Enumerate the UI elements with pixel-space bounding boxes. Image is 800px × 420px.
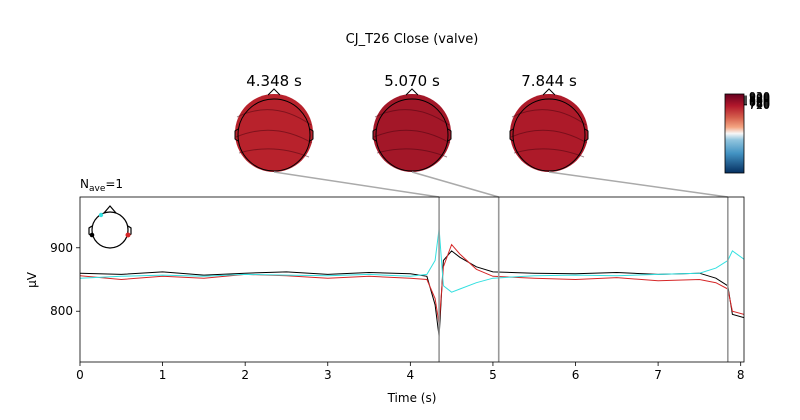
topomap-contour	[373, 129, 451, 144]
colorbar-tick-label: 920	[749, 90, 770, 103]
x-axis-label: Time (s)	[387, 391, 437, 405]
topomap-connectors	[273, 171, 728, 198]
colorbar-tick-label: 840	[749, 94, 770, 107]
colorbar-tick-label: 780	[749, 97, 770, 110]
topomap-right-ear	[447, 128, 452, 142]
topomap-contour	[510, 129, 588, 144]
x-tick-label: 1	[159, 368, 167, 382]
topomap-contour	[238, 148, 310, 158]
colorbar-tick-label: 860	[749, 93, 770, 106]
x-tick-label: 0	[76, 368, 84, 382]
topomap-time-label: 7.844 s	[521, 72, 577, 90]
topomap-connector	[548, 171, 728, 198]
topomap-right-ear	[309, 128, 314, 142]
y-axis: 800 900	[50, 241, 80, 318]
colorbar-tick-label: 800	[749, 96, 770, 109]
topomap-disc	[235, 94, 313, 172]
topomap-nose	[405, 88, 419, 96]
topomap-1: 5.070 s	[372, 72, 452, 172]
inset-nose	[103, 205, 117, 214]
topomap-right-ear	[584, 128, 589, 142]
topomap-left-ear	[509, 128, 514, 142]
x-tick-label: 5	[489, 368, 497, 382]
topomap-contour	[513, 148, 585, 158]
topomap-contour	[376, 148, 448, 158]
topomap-0: 4.348 s	[234, 72, 314, 172]
topomap-group: 4.348 s 5.070 s 7.844 s	[234, 72, 589, 172]
sensor-inset	[88, 205, 132, 249]
topomap-disc	[373, 94, 451, 172]
colorbar-tick-label: 740	[749, 99, 770, 112]
inset-sensor-cyan	[98, 212, 104, 218]
nave-label: Nave=1	[80, 177, 123, 194]
inset-head-outline	[91, 211, 129, 249]
topomap-2: 7.844 s	[509, 72, 589, 172]
topomap-left-ear	[234, 128, 239, 142]
topomap-time-label: 5.070 s	[384, 72, 440, 90]
series-line-2	[80, 228, 744, 293]
chart-title: CJ_T26 Close (valve)	[346, 32, 479, 47]
colorbar-tick-label: 880	[749, 92, 770, 105]
x-tick-label: 8	[737, 368, 745, 382]
colorbar-tick-label: 900	[749, 91, 770, 104]
y-axis-label: µV	[25, 271, 39, 288]
series-group	[80, 228, 744, 337]
topomap-head-outline	[237, 98, 311, 172]
x-axis: 0 1 2 3 4 5 6 7 8	[76, 362, 745, 382]
series-line-0	[80, 250, 744, 337]
colorbar-tick-label: 720	[749, 99, 770, 112]
x-tick-label: 3	[324, 368, 332, 382]
topomap-nose	[267, 88, 281, 96]
topomap-connector	[273, 171, 440, 198]
x-tick-label: 6	[572, 368, 580, 382]
topomap-connector	[411, 171, 499, 198]
topomap-head-outline	[512, 98, 586, 172]
colorbar-tick-label: 820	[749, 95, 770, 108]
series-line-1	[80, 243, 744, 324]
topomap-disc	[510, 94, 588, 172]
inset-sensor-red	[125, 232, 131, 238]
topomap-nose	[542, 88, 556, 96]
x-tick-label: 7	[654, 368, 662, 382]
topomap-time-label: 4.348 s	[246, 72, 302, 90]
time-markers	[438, 197, 729, 362]
topomap-left-ear	[372, 128, 377, 142]
topomap-head-outline	[375, 98, 449, 172]
topomap-contour	[235, 129, 313, 144]
plot-frame	[79, 196, 745, 363]
y-tick-label: 900	[50, 241, 73, 255]
y-tick-label: 800	[50, 304, 73, 318]
x-tick-label: 4	[407, 368, 415, 382]
colorbar-gradient	[724, 93, 745, 174]
x-tick-label: 2	[241, 368, 249, 382]
colorbar-tick-label: 760	[749, 98, 770, 111]
inset-sensor-black	[89, 232, 95, 238]
